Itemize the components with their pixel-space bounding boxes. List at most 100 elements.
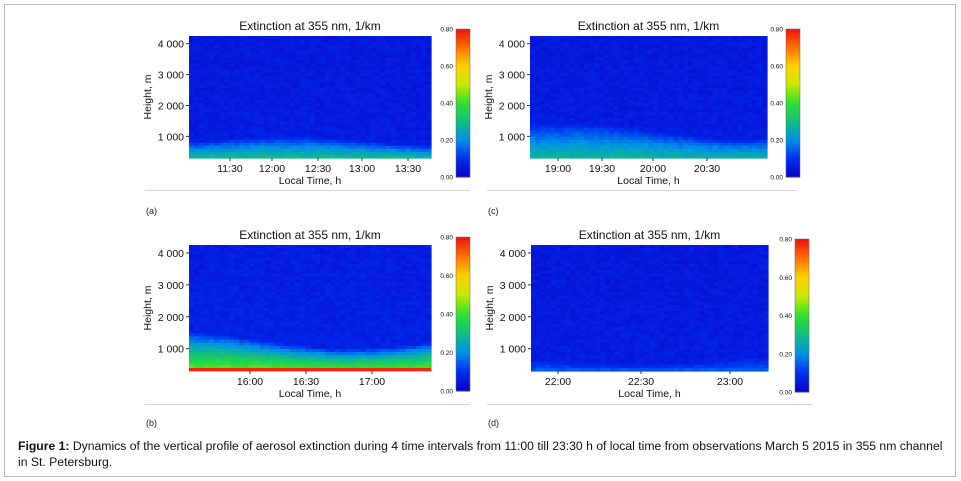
heatmap-cell [375,270,382,274]
heatmap-cell [284,142,291,147]
heatmap-cell [244,298,251,303]
heatmap-cell [688,87,694,92]
heatmap-cell [219,39,225,43]
colorbar-segment [786,41,800,45]
colorbar-segment [786,132,800,136]
heatmap-cell [727,106,734,110]
heatmap-cell [539,66,546,71]
heatmap-cell [385,57,392,61]
heatmap-cell [638,118,645,122]
heatmap-cell [747,145,753,150]
heatmap-cell [365,60,372,65]
colorbar-segment [456,93,470,97]
heatmap-cell [678,154,684,159]
heatmap-cell [274,124,281,129]
heatmap-cell [264,63,271,68]
heatmap-cell [365,48,372,52]
heatmap-cell [284,154,291,159]
heatmap-cell [234,36,241,40]
heatmap-cell [574,115,580,119]
heatmap-cell [579,154,585,159]
heatmap-cell [648,124,655,129]
heatmap-cell [380,292,387,296]
heatmap-cell [673,84,679,89]
heatmap-cell [405,45,412,49]
heatmap-cell [757,142,763,147]
heatmap-cell [284,260,291,265]
heatmap-cell [594,124,600,129]
heatmap-cell [390,84,397,89]
heatmap-cell [544,118,551,122]
heatmap-cell [189,298,195,303]
heatmap-cell [244,276,251,281]
heatmap-cell [340,145,346,150]
heatmap-cell [365,121,372,126]
heatmap-cell [613,54,620,58]
heatmap-cell [375,69,382,74]
heatmap-cell [623,151,630,156]
heatmap-cell [663,90,669,95]
heatmap-cell [395,124,402,129]
heatmap-cell [209,118,215,122]
heatmap-cell [574,127,580,132]
heatmap-cell [688,60,694,65]
heatmap-cell [350,292,356,296]
heatmap-cell [279,279,286,284]
heatmap-cell [638,136,645,141]
heatmap-cell [554,39,561,43]
heatmap-cell [420,285,427,290]
heatmap-cell [712,48,719,52]
colorbar-tick-label: 0.60 [440,64,453,71]
heatmap-cell [310,48,316,52]
heatmap-cell [229,39,235,43]
heatmap-cell [638,142,645,147]
heatmap-cell [678,87,684,92]
heatmap-cell [194,289,200,293]
heatmap-cell [737,115,743,119]
heatmap-cell [274,145,281,150]
heatmap-cell [249,295,256,300]
heatmap-cell [214,87,220,92]
heatmap-cell [539,81,546,86]
heatmap-cell [613,133,620,138]
heatmap-cell [239,60,246,65]
heatmap-cell [554,48,561,52]
heatmap-cell [405,115,412,119]
heatmap-cell [304,66,311,71]
heatmap-cell [219,142,225,147]
heatmap-cell [289,109,296,113]
heatmap-cell [310,112,316,116]
heatmap-cell [678,136,684,141]
heatmap-cell [569,87,576,92]
heatmap-cell [594,60,600,65]
heatmap-cell [688,133,694,138]
heatmap-cell [249,260,256,265]
heatmap-cell [420,289,427,293]
heatmap-cell [219,60,225,65]
heatmap-cell [559,133,566,138]
heatmap-cell [569,109,576,113]
heatmap-cell [599,39,605,43]
heatmap-cell [204,139,210,144]
heatmap-cell [737,69,743,74]
heatmap-cell [244,304,251,309]
heatmap-cell [559,48,566,52]
heatmap-cell [330,282,336,287]
heatmap-cell [249,75,256,80]
heatmap-cell [284,72,291,77]
heatmap-cell [415,36,422,40]
heatmap-cell [315,78,321,83]
heatmap-cell [747,154,753,159]
heatmap-cell [599,115,605,119]
heatmap-cell [350,133,356,138]
heatmap-cell [224,245,230,249]
heatmap-cell [405,66,412,71]
heatmap-cell [310,81,316,86]
heatmap-cell [742,60,748,65]
heatmap-cell [239,63,246,68]
heatmap-cell [370,100,377,104]
heatmap-cell [370,292,377,296]
heatmap-cell [633,127,640,132]
heatmap-cell [189,106,195,110]
heatmap-cell [405,39,412,43]
